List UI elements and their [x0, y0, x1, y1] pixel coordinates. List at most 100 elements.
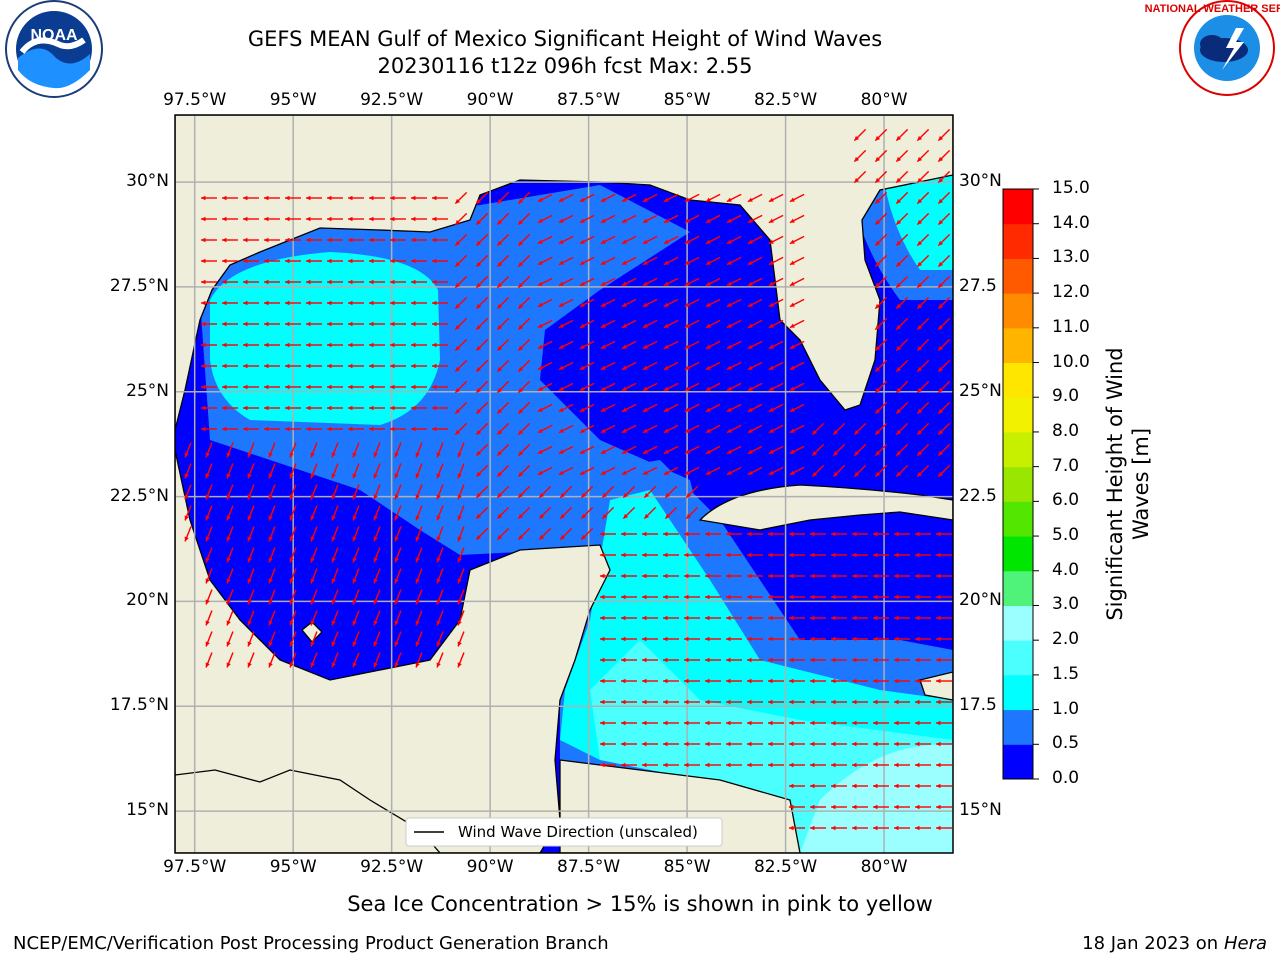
wind-arrow-head [936, 657, 941, 663]
footer-branch: NCEP/EMC/Verification Post Processing Pr… [13, 933, 609, 954]
wind-arrow-head [476, 303, 482, 309]
wind-arrow-head [394, 473, 399, 479]
wind-arrow-head [705, 386, 711, 391]
wind-arrow-head [310, 494, 315, 500]
wind-arrow-head [747, 699, 752, 705]
wind-arrow-head [201, 195, 206, 201]
wind-arrow-head [621, 218, 627, 223]
wind-arrow-head [831, 615, 836, 621]
colorbar-tick-label: 12.0 [1052, 282, 1090, 303]
wind-arrow-head [726, 302, 732, 307]
wind-arrow-head [558, 197, 564, 202]
wind-arrow-head [390, 237, 395, 243]
wind-arrow-head [310, 452, 315, 458]
wind-arrow-head [854, 471, 860, 477]
wind-arrow-head [285, 300, 290, 306]
wind-arrow-head [896, 282, 902, 288]
wind-arrow-head [831, 804, 836, 810]
wind-arrow-head [600, 699, 605, 705]
wind-arrow-head [852, 636, 857, 642]
wind-arrow-head [873, 573, 878, 579]
wind-arrow-head [875, 450, 881, 456]
wind-arrow-head [205, 473, 210, 479]
wind-arrow-head [373, 662, 378, 668]
wind-arrow-head [369, 405, 374, 411]
wind-arrow-head [205, 557, 210, 563]
wind-arrow-head [518, 513, 524, 519]
wind-arrow-head [537, 344, 543, 349]
colorbar-swatch [1003, 189, 1033, 225]
wind-arrow-head [917, 282, 923, 288]
wind-arrow-head [331, 557, 336, 563]
wind-arrow-head [768, 615, 773, 621]
wind-arrow-head [747, 281, 753, 286]
wind-arrow-head [268, 557, 273, 563]
wind-arrow-head [621, 197, 627, 202]
wind-arrow-head [747, 657, 752, 663]
wind-arrow-head [810, 594, 815, 600]
wind-arrow-head [810, 783, 815, 789]
wind-arrow-head [789, 302, 795, 307]
wind-arrow-head [394, 494, 399, 500]
wind-arrow-head [537, 218, 543, 223]
wind-arrow-head [917, 303, 923, 309]
wind-arrow-head [789, 344, 795, 349]
wind-arrow-head [518, 345, 524, 351]
wind-arrow-head [348, 216, 353, 222]
wind-arrow-head [600, 302, 606, 307]
wind-arrow-head [915, 720, 920, 726]
wind-arrow-head [621, 720, 626, 726]
wind-arrow-head [600, 720, 605, 726]
wind-arrow-head [600, 615, 605, 621]
wind-arrow-head [789, 804, 794, 810]
wind-arrow-head [432, 426, 437, 432]
wind-arrow-head [663, 762, 668, 768]
wind-arrow-head [831, 552, 836, 558]
wind-arrow-head [917, 429, 923, 435]
legend-label: Wind Wave Direction (unscaled) [458, 823, 698, 841]
wind-arrow-head [810, 804, 815, 810]
wind-arrow-head [873, 531, 878, 537]
wind-arrow-head [917, 471, 923, 477]
wind-arrow-head [497, 408, 503, 414]
wind-arrow-head [201, 300, 206, 306]
wind-arrow-head [558, 449, 564, 454]
wind-arrow-head [394, 599, 399, 605]
wind-arrow-head [306, 195, 311, 201]
wind-arrow-head [726, 678, 731, 684]
wind-arrow-head [289, 452, 294, 458]
wind-arrow-head [915, 573, 920, 579]
wind-arrow-head [411, 216, 416, 222]
wind-arrow-head [747, 573, 752, 579]
wind-arrow-head [226, 578, 231, 584]
lon-label-bottom: 90°W [466, 857, 514, 877]
wind-arrow-head [873, 678, 878, 684]
wind-arrow-head [579, 302, 585, 307]
wind-arrow-head [938, 450, 944, 456]
wind-arrow-head [642, 531, 647, 537]
wind-arrow-head [352, 620, 357, 626]
wind-arrow-head [436, 515, 441, 521]
wind-arrow-head [327, 342, 332, 348]
wind-arrow-head [600, 573, 605, 579]
wind-arrow-head [264, 342, 269, 348]
wind-arrow-head [455, 345, 461, 351]
wind-arrow-head [243, 300, 248, 306]
wind-arrow-head [537, 470, 543, 475]
wind-arrow-head [201, 237, 206, 243]
colorbar-tick-label: 0.0 [1052, 768, 1080, 788]
wind-arrow-head [896, 177, 902, 183]
colorbar-swatch [1003, 327, 1033, 364]
wind-arrow-head [938, 219, 944, 225]
wind-arrow-head [348, 363, 353, 369]
wind-arrow-head [226, 536, 231, 542]
wind-arrow-head [226, 662, 231, 668]
wind-arrow-head [768, 365, 774, 370]
wind-arrow-head [331, 599, 336, 605]
wind-arrow-head [455, 198, 461, 204]
wind-arrow-head [415, 494, 420, 500]
wind-arrow-head [264, 279, 269, 285]
wind-arrow-head [854, 135, 860, 141]
wind-arrow-head [854, 450, 860, 456]
wind-arrow-head [663, 720, 668, 726]
